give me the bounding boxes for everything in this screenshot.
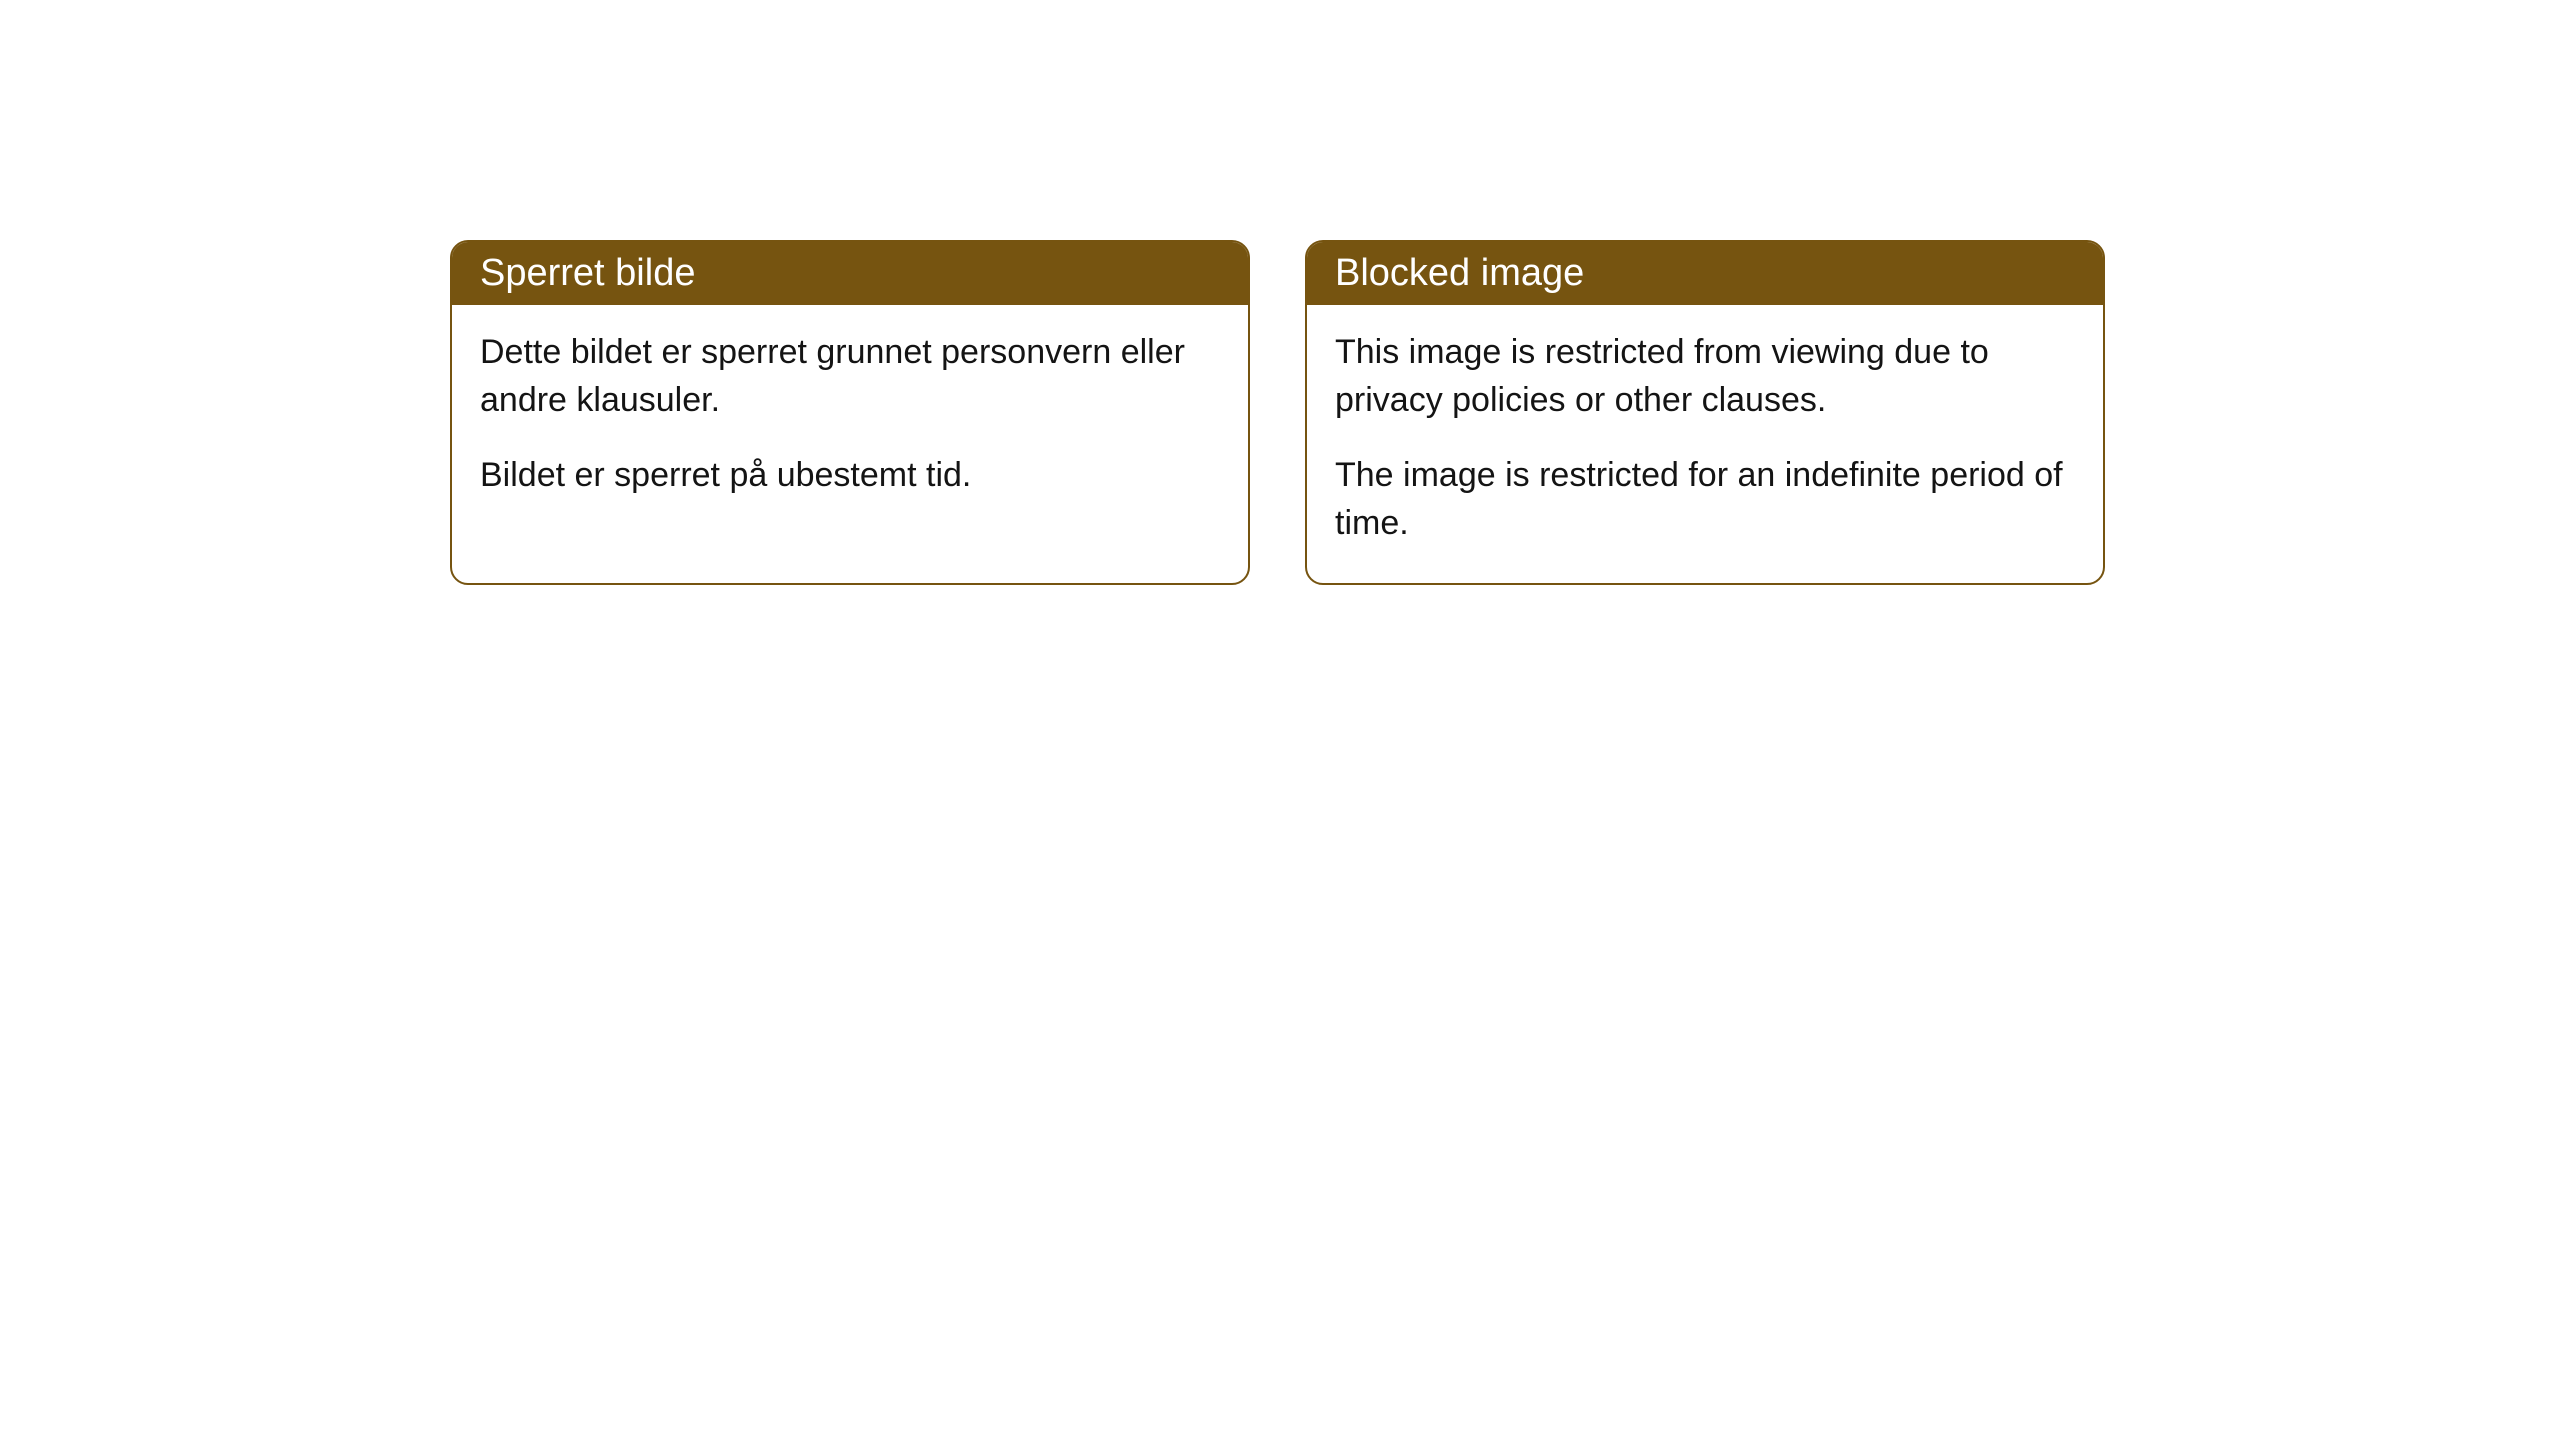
- card-body: Dette bildet er sperret grunnet personve…: [452, 305, 1248, 536]
- card-container: Sperret bilde Dette bildet er sperret gr…: [450, 240, 2105, 585]
- card-body: This image is restricted from viewing du…: [1307, 305, 2103, 583]
- card-paragraph: Dette bildet er sperret grunnet personve…: [480, 329, 1220, 424]
- card-title: Sperret bilde: [480, 252, 695, 294]
- card-paragraph: Bildet er sperret på ubestemt tid.: [480, 452, 1220, 500]
- notice-card-norwegian: Sperret bilde Dette bildet er sperret gr…: [450, 240, 1250, 585]
- card-header: Blocked image: [1307, 242, 2103, 305]
- card-paragraph: The image is restricted for an indefinit…: [1335, 452, 2075, 547]
- notice-card-english: Blocked image This image is restricted f…: [1305, 240, 2105, 585]
- card-paragraph: This image is restricted from viewing du…: [1335, 329, 2075, 424]
- card-title: Blocked image: [1335, 252, 1584, 294]
- card-header: Sperret bilde: [452, 242, 1248, 305]
